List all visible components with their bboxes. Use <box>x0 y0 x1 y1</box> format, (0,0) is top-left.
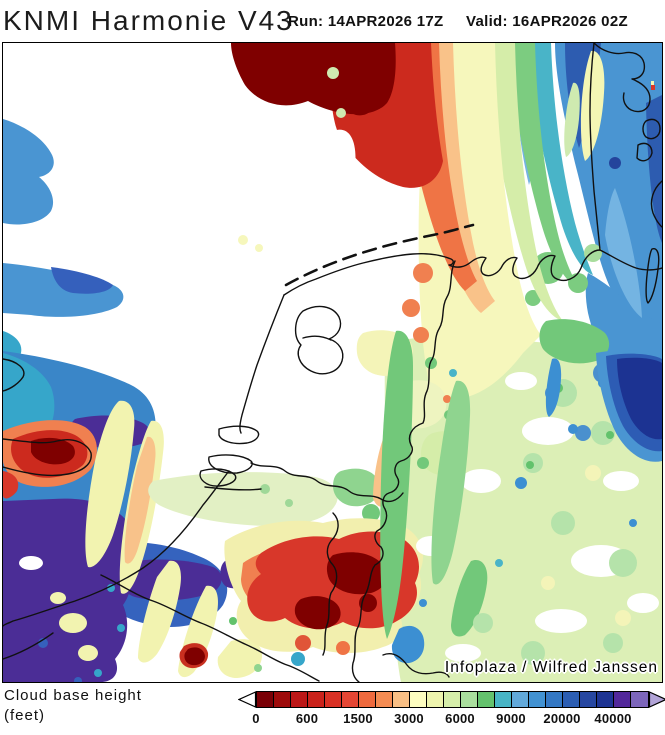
colorbar-cell <box>529 692 546 707</box>
colorbar: 0 600 1500 3000 6000 9000 20000 40000 <box>238 691 665 735</box>
colorbar-cell <box>461 692 478 707</box>
colorbar-cell <box>359 692 376 707</box>
run-timestamp: Run: 14APR2026 17Z <box>288 13 444 30</box>
cloud-region-flanders-palegreen <box>148 468 394 540</box>
colorbar-cell <box>495 692 512 707</box>
legend-label: Cloud base height (feet) <box>4 686 142 726</box>
attribution-text: Infoplaza / Wilfred Janssen <box>444 659 658 676</box>
ijsselmeer <box>294 305 344 375</box>
map-canvas <box>3 43 662 682</box>
colorbar-cell <box>631 692 648 707</box>
colorbar-tick-label: 3000 <box>394 711 424 726</box>
border-bottom-squiggle <box>382 653 450 678</box>
colorbar-cell <box>325 692 342 707</box>
uk-coast-kent <box>3 438 92 477</box>
french-coast <box>3 632 54 660</box>
colorbar-cell <box>478 692 495 707</box>
zeeland-island <box>199 468 237 487</box>
zeeland-island <box>218 425 260 445</box>
colorbar-cell <box>597 692 614 707</box>
colorbar-cell <box>342 692 359 707</box>
colorbar-tick-label: 0 <box>252 711 260 726</box>
thin-coastal-island <box>645 248 660 304</box>
map-frame: Infoplaza / Wilfred Janssen <box>2 42 663 683</box>
colorbar-tick-label: 6000 <box>445 711 475 726</box>
danish-island <box>642 118 661 140</box>
coastlines <box>3 43 662 682</box>
markermeer-divider <box>302 335 332 341</box>
cloud-region-left-blue-lobes <box>3 119 124 364</box>
colorbar-tick-label: 9000 <box>496 711 526 726</box>
colorbar-cells <box>256 691 649 708</box>
colorbar-ticks: 0 600 1500 3000 6000 9000 20000 40000 <box>238 711 665 729</box>
denmark-fjords <box>593 43 651 113</box>
jutland-west-coast <box>589 43 601 251</box>
westerschelde <box>204 486 262 491</box>
colorbar-cell <box>257 692 274 707</box>
colorbar-cell <box>614 692 631 707</box>
colorbar-cell <box>376 692 393 707</box>
nl-north-german-coast <box>283 249 601 296</box>
legend-label-line1: Cloud base height <box>4 687 142 704</box>
colorbar-tick-label: 1500 <box>343 711 373 726</box>
colorbar-cell <box>291 692 308 707</box>
colorbar-right-arrow <box>649 691 665 708</box>
be-fr-border <box>100 574 320 682</box>
colorbar-tick-label: 20000 <box>543 711 581 726</box>
baltic-coast <box>650 180 662 228</box>
colorbar-cell <box>274 692 291 707</box>
nl-be-border <box>250 462 404 503</box>
danish-island <box>636 142 653 162</box>
legend-label-line2: (feet) <box>4 707 46 724</box>
colorbar-cell <box>512 692 529 707</box>
colorbar-cell <box>410 692 427 707</box>
nl-west-coast <box>239 294 285 434</box>
uk-coast-norfolk <box>3 358 25 392</box>
cloud-region-north-red-core <box>231 43 443 229</box>
nl-de-border <box>351 260 456 682</box>
elbe-estuary <box>599 249 662 271</box>
luxembourg-border <box>322 512 339 656</box>
colorbar-cell <box>393 692 410 707</box>
colorbar-cell <box>563 692 580 707</box>
cloud-region-bottom-right-details <box>380 81 662 665</box>
colorbar-tick-label: 40000 <box>594 711 632 726</box>
colorbar-left-arrow <box>238 691 256 708</box>
cloud-region-dover-red-blob <box>3 420 97 499</box>
colorbar-tick-label: 600 <box>295 711 319 726</box>
page-title: KNMI Harmonie V43 <box>3 5 294 36</box>
colorbar-cell <box>580 692 597 707</box>
colorbar-cell <box>546 692 563 707</box>
belgian-coast <box>3 470 230 627</box>
valid-timestamp: Valid: 16APR2026 02Z <box>466 13 628 30</box>
wadden-islands-dashed <box>284 223 475 287</box>
colorbar-cell <box>308 692 325 707</box>
colorbar-cell <box>444 692 461 707</box>
zeeland-island <box>208 454 253 474</box>
colorbar-cell <box>427 692 444 707</box>
